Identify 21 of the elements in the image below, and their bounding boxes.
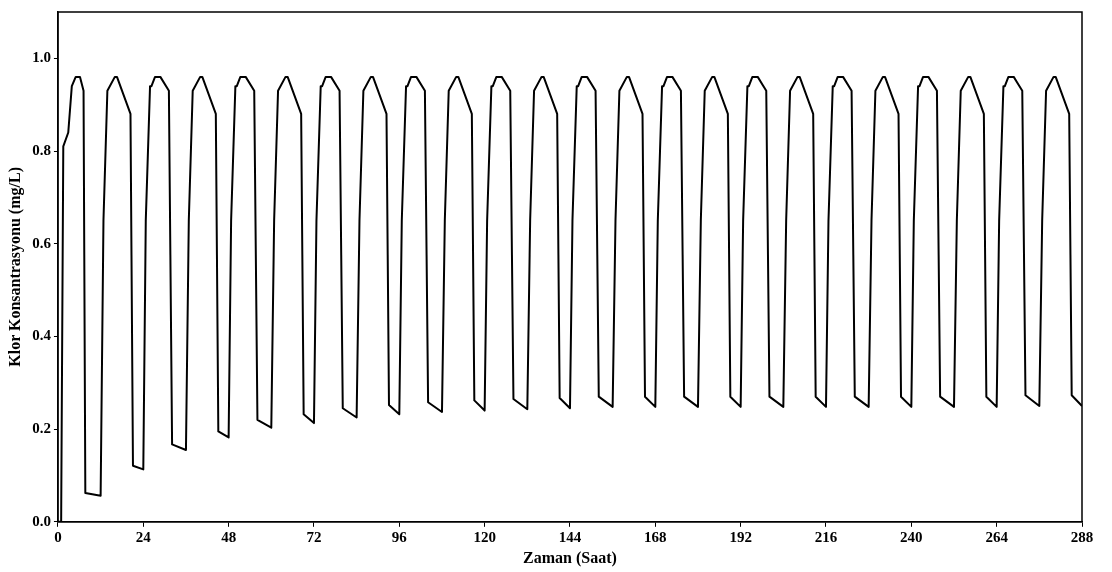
x-tick-label: 144 — [558, 528, 582, 545]
x-tick-label: 216 — [814, 528, 838, 545]
x-tick-label: 72 — [306, 528, 322, 545]
y-tick-label: 0.4 — [32, 327, 52, 344]
x-tick-label: 120 — [473, 528, 496, 545]
x-tick-label: 288 — [1070, 528, 1094, 545]
y-tick-label: 0.0 — [32, 512, 51, 529]
y-tick-label: 0.6 — [32, 234, 52, 251]
x-tick-label: 24 — [135, 528, 152, 545]
y-tick-label: 1.0 — [32, 49, 51, 66]
x-tick-label: 192 — [729, 528, 752, 545]
y-tick-label: 0.8 — [32, 141, 51, 158]
x-tick-label: 264 — [985, 528, 1009, 545]
x-tick-label: 96 — [391, 528, 408, 545]
x-axis-title: Zaman (Saat) — [523, 548, 617, 567]
x-tick-label: 240 — [900, 528, 923, 545]
x-tick-label: 0 — [54, 528, 62, 545]
x-tick-label: 168 — [644, 528, 667, 545]
y-tick-label: 0.2 — [32, 419, 51, 436]
x-tick-label: 48 — [221, 528, 237, 545]
y-axis-title: Klor Konsantrasyonu (mg/L) — [5, 167, 24, 367]
